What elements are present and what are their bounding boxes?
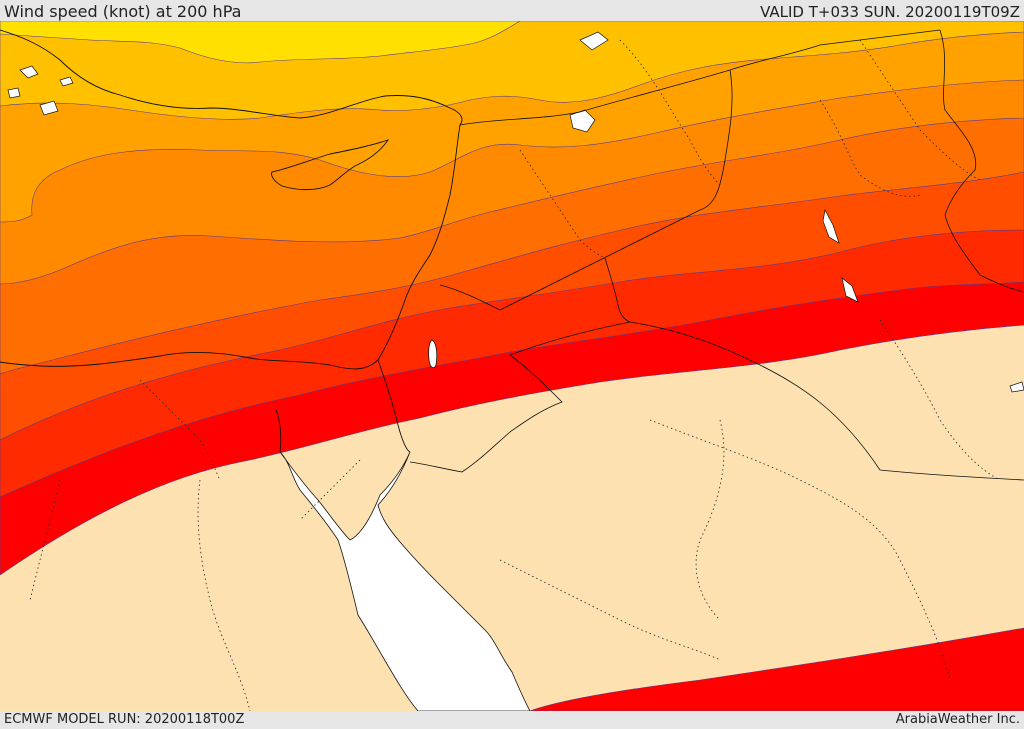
province-borders [29, 39, 1001, 711]
levant-coast [0, 124, 461, 370]
wind-band-7 [0, 21, 521, 64]
valid-time: VALID T+033 SUN. 20200119T09Z [760, 3, 1020, 21]
cyprus-outline [271, 139, 390, 191]
weather-map [0, 21, 1024, 711]
aegean-islands [7, 65, 74, 116]
model-run: ECMWF MODEL RUN: 20200118T00Z [4, 712, 245, 727]
map-footer: ECMWF MODEL RUN: 20200118T00Z ArabiaWeat… [0, 711, 1024, 729]
sinai-coast [275, 359, 411, 453]
persian-gulf-edge [822, 208, 1024, 393]
dead-sea [428, 339, 438, 369]
red-sea [279, 451, 531, 711]
country-borders [409, 29, 1024, 481]
southern-wind-band [529, 627, 1024, 711]
map-header: Wind speed (knot) at 200 hPa VALID T+033… [0, 0, 1024, 21]
map-title: Wind speed (knot) at 200 hPa [4, 2, 242, 21]
map-svg [0, 21, 1024, 711]
lake-van [569, 31, 609, 133]
credit-label: ArabiaWeather Inc. [895, 712, 1020, 727]
turkey-coast [0, 29, 463, 126]
